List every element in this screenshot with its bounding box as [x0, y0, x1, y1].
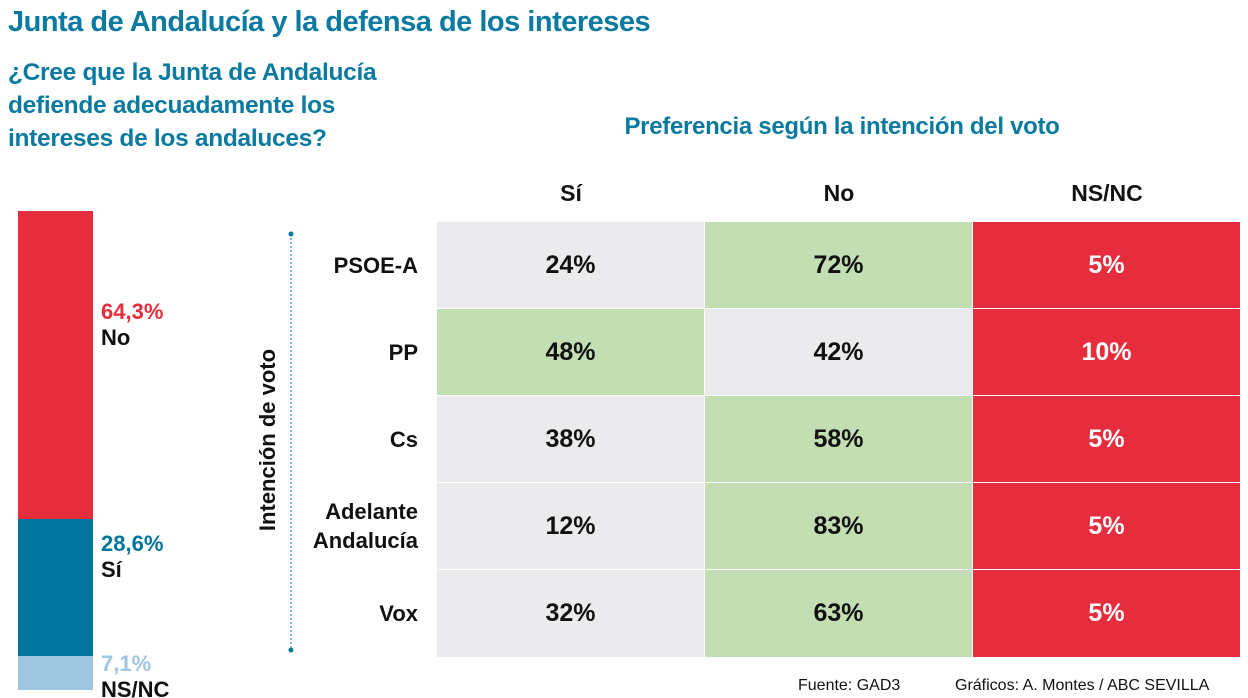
- column-header: Sí: [560, 180, 582, 206]
- table-cell: 83%: [705, 483, 972, 569]
- table-cell: 5%: [973, 396, 1240, 482]
- bar-value-label: 28,6%: [101, 530, 164, 556]
- bar-segment-2: [18, 655, 93, 690]
- bar-value-label: 7,1%: [101, 650, 152, 676]
- table-cell: 12%: [437, 483, 704, 569]
- table-cell: 63%: [705, 570, 972, 657]
- table-cell: 5%: [973, 483, 1240, 569]
- axis-bracket: [288, 231, 294, 653]
- table-cell: 42%: [705, 309, 972, 395]
- table-cell: 5%: [973, 222, 1240, 308]
- bar-segment-1: [18, 518, 93, 656]
- bar-value-label: 64,3%: [101, 299, 164, 324]
- column-header: NS/NC: [1071, 180, 1143, 206]
- table-cell: 24%: [437, 222, 704, 308]
- bar-category-label: Sí: [101, 556, 122, 582]
- bar-category-label: No: [101, 325, 131, 350]
- credits: Gráficos: A. Montes / ABC SEVILLA: [955, 677, 1210, 694]
- table-cell: 10%: [973, 309, 1240, 395]
- row-label: Vox: [379, 601, 418, 626]
- question: ¿Cree que la Junta de Andalucía defiende…: [8, 59, 377, 152]
- row-label: PSOE-A: [333, 252, 418, 278]
- table-cell: 58%: [705, 396, 972, 482]
- bar-segment-0: [18, 211, 93, 519]
- row-label: PP: [388, 339, 418, 365]
- table-cell: 48%: [437, 309, 704, 395]
- table-cell: 5%: [973, 570, 1240, 657]
- source: Fuente: GAD3: [798, 677, 901, 694]
- column-header: No: [823, 180, 855, 206]
- row-label: Adelante Andalucía: [312, 499, 418, 553]
- table-cell: 32%: [437, 570, 704, 657]
- bar-category-label: NS/NC: [101, 676, 170, 698]
- table-cell: 38%: [437, 396, 704, 482]
- table-subtitle: Preferencia según la intención del voto: [624, 113, 1060, 140]
- row-label: Cs: [389, 426, 418, 452]
- table-cell: 72%: [705, 222, 972, 308]
- chart-title: Junta de Andalucía y la defensa de los i…: [8, 6, 651, 38]
